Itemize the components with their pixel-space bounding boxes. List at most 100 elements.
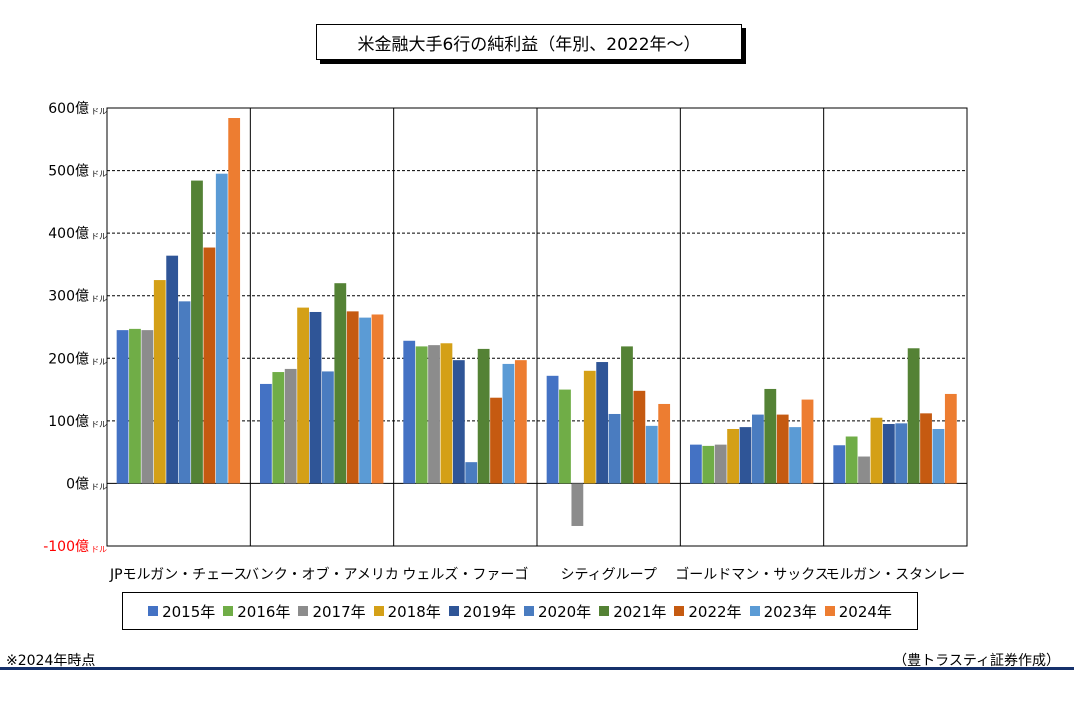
category-label: ウェルズ・ファーゴ	[402, 566, 528, 583]
bar-2019年	[452, 360, 465, 484]
y-tick-unit: ドル	[91, 357, 107, 366]
bar-2017年	[714, 444, 727, 484]
category-label: バンク・オブ・アメリカ	[245, 566, 399, 583]
bar-2019年	[309, 311, 322, 484]
bar-2016年	[702, 445, 715, 484]
footnote: ※2024年時点	[6, 653, 96, 669]
y-tick-label: 500億	[48, 164, 89, 180]
bar-2015年	[260, 383, 272, 484]
bar-2023年	[645, 425, 658, 484]
y-tick-label: 600億	[48, 101, 89, 117]
legend-item: 2023年	[749, 601, 817, 622]
bar-2022年	[920, 413, 932, 484]
bar-2021年	[191, 180, 203, 484]
y-tick-label: 100億	[48, 414, 89, 430]
y-tick-unit: ドル	[91, 170, 107, 179]
bar-2017年	[858, 456, 870, 484]
legend-item: 2018年	[373, 601, 441, 622]
legend-label: 2017年	[312, 602, 366, 621]
bar-2022年	[203, 247, 216, 484]
bar-2019年	[596, 362, 609, 484]
bar-2015年	[403, 340, 416, 484]
bar-2019年	[882, 423, 895, 484]
source-note: （豊トラスティ証券作成）	[893, 653, 1060, 669]
y-tick-label: 0億	[66, 476, 89, 492]
bar-2018年	[153, 280, 166, 484]
y-tick-unit: ドル	[91, 232, 107, 241]
plot-border	[106, 107, 968, 547]
legend-label: 2020年	[538, 602, 592, 621]
legend: 2015年 2016年 2017年 2018年 2019年 2020年 2021年 2022年…	[122, 592, 918, 630]
legend-item: 2021年	[599, 601, 666, 622]
bar-2018年	[440, 343, 453, 484]
bar-2019年	[739, 427, 752, 484]
y-tick-unit: ドル	[91, 545, 107, 554]
bar-2021年	[477, 348, 490, 484]
bar-2024年	[801, 399, 814, 484]
bar-2020年	[322, 371, 334, 484]
legend-swatch	[524, 606, 534, 616]
legend-label: 2023年	[763, 602, 817, 621]
legend-label: 2018年	[387, 602, 441, 621]
legend-item: 2015年	[148, 601, 215, 622]
bar-2017年	[428, 345, 440, 484]
bar-2020年	[465, 462, 478, 484]
category-label: ゴールドマン・サックス	[675, 566, 829, 583]
bar-2022年	[633, 390, 646, 484]
y-tick-label: 300億	[48, 289, 89, 305]
bar-2022年	[346, 311, 359, 484]
bar-2023年	[932, 428, 945, 484]
category-label: JPモルガン・チェース	[109, 567, 247, 583]
legend-label: 2016年	[237, 602, 291, 621]
y-tick-unit: ドル	[91, 420, 107, 429]
bar-2016年	[129, 328, 141, 484]
y-tick-label: 200億	[48, 351, 89, 367]
y-tick-unit: ドル	[91, 295, 107, 304]
y-tick-unit: ドル	[91, 482, 107, 491]
legend-swatch	[749, 606, 760, 616]
bar-2023年	[502, 363, 515, 484]
legend-swatch	[824, 606, 835, 616]
bar-2021年	[764, 388, 777, 484]
bar-2016年	[415, 346, 428, 484]
bar-2017年	[571, 483, 584, 526]
bar-2024年	[514, 360, 527, 484]
bar-2020年	[752, 414, 764, 484]
legend-label: 2021年	[613, 602, 667, 621]
bar-2023年	[789, 427, 801, 484]
bar-2020年	[895, 423, 908, 484]
legend-label: 2019年	[462, 602, 516, 621]
bar-2015年	[690, 444, 702, 484]
legend-label: 2015年	[162, 602, 216, 621]
bar-2018年	[870, 417, 883, 484]
legend-item: 2019年	[448, 601, 516, 622]
legend-swatch	[373, 606, 384, 616]
legend-item: 2016年	[223, 601, 290, 622]
bar-2017年	[141, 330, 154, 484]
bar-2018年	[297, 307, 309, 484]
legend-item: 2020年	[524, 601, 591, 622]
bar-2021年	[907, 348, 920, 484]
bar-2022年	[776, 414, 789, 484]
bar-2022年	[490, 397, 502, 484]
legend-label: 2022年	[688, 602, 742, 621]
bar-2020年	[608, 413, 621, 484]
bar-2020年	[178, 301, 191, 484]
legend-label: 2024年	[838, 602, 892, 621]
bar-2021年	[334, 283, 347, 484]
category-label: シティグループ	[561, 567, 657, 583]
legend-swatch	[223, 606, 234, 616]
bar-2016年	[559, 389, 571, 484]
legend-item: 2022年	[674, 601, 742, 622]
y-tick-label: -100億	[43, 539, 89, 555]
legend-swatch	[448, 606, 459, 616]
legend-item: 2024年	[824, 601, 892, 622]
bar-2023年	[359, 317, 371, 484]
bar-2024年	[371, 314, 384, 484]
bar-2016年	[272, 372, 285, 484]
bar-2024年	[658, 403, 671, 484]
legend-swatch	[148, 606, 159, 616]
category-label: モルガン・スタンレー	[826, 567, 966, 583]
bar-2015年	[116, 330, 129, 484]
